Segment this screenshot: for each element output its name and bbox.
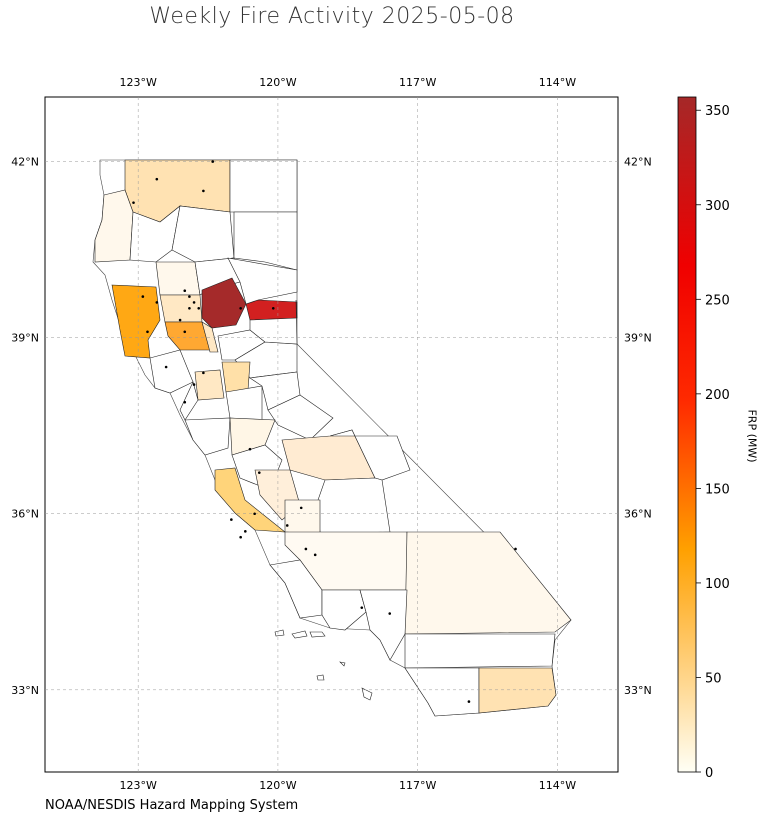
fire-detection-point (388, 612, 392, 615)
fire-detection-point (141, 295, 145, 298)
fire-detection-point (183, 400, 187, 404)
lat-tick-label: 39°N (624, 332, 652, 345)
colorbar-tick-label: 0 (705, 766, 713, 781)
fire-detection-point (183, 330, 187, 334)
fire-detection-point (299, 506, 303, 510)
colorbar-tick-label: 50 (705, 671, 722, 686)
lon-tick-label: 117°W (399, 76, 436, 89)
fire-detection-point (304, 547, 308, 551)
channel-islands (274, 629, 373, 701)
fire-detection-point (514, 547, 517, 551)
colorbar-tick-label: 150 (705, 482, 730, 497)
fire-detection-point (146, 330, 149, 334)
colorbar-tick-label: 200 (705, 388, 730, 403)
colorbar-tick-label: 100 (705, 577, 730, 592)
lon-tick-label: 120°W (259, 779, 296, 792)
lon-tick-label: 120°W (259, 76, 296, 89)
fire-detection-point (253, 512, 256, 516)
lon-tick-label: 123°W (119, 779, 156, 792)
fire-detection-point (239, 307, 242, 310)
fire-detection-point (202, 189, 205, 193)
lat-tick-label: 42°N (11, 156, 39, 169)
gridlines (45, 97, 618, 772)
lat-tick-label: 36°N (624, 508, 652, 521)
colorbar-tick-label: 250 (705, 293, 730, 308)
fire-detection-point (230, 518, 233, 521)
fire-detection-point (271, 307, 275, 310)
fire-detection-point (192, 383, 196, 386)
colorbar-gradient (677, 96, 697, 773)
fire-detection-point (313, 553, 317, 557)
county-boundaries (94, 159, 572, 717)
lat-tick-label: 33°N (11, 684, 39, 697)
fire-detection-point (132, 201, 135, 204)
lon-tick-label: 114°W (539, 76, 576, 89)
fire-detection-point (188, 307, 191, 310)
fire-detection-point (467, 700, 471, 703)
fire-detection-point (239, 535, 242, 539)
fire-detection-point (188, 295, 191, 298)
lon-tick-label: 114°W (539, 779, 576, 792)
lat-tick-label: 42°N (624, 156, 652, 169)
fire-detection-point (192, 301, 196, 304)
lat-tick-label: 39°N (11, 332, 39, 345)
fire-detection-point (285, 524, 289, 527)
fire-detection-point (257, 471, 261, 474)
colorbar-tick-label: 300 (705, 199, 730, 214)
source-credit: NOAA/NESDIS Hazard Mapping System (45, 798, 299, 813)
colorbar: 0 50 100 150 200 250 300 350 (677, 96, 730, 781)
fire-detection-point (197, 307, 201, 310)
lon-tick-label: 117°W (399, 779, 436, 792)
lat-tick-label: 36°N (11, 508, 39, 521)
fire-detection-point (360, 606, 364, 609)
lon-tick-label: 123°W (119, 76, 156, 89)
fire-detection-point (211, 160, 215, 163)
fire-detection-point (155, 177, 159, 181)
fire-detection-point (183, 289, 187, 292)
fire-detection-point (178, 318, 182, 322)
lat-tick-label: 33°N (624, 684, 652, 697)
fire-detections (132, 160, 517, 703)
colorbar-label: FRP (MW) (745, 409, 759, 463)
fire-detection-point (248, 447, 252, 451)
fire-detection-point (164, 365, 168, 369)
chart-title: Weekly Fire Activity 2025-05-08 (149, 4, 515, 29)
colorbar-tick-label: 350 (705, 104, 730, 119)
fire-detection-point (202, 371, 205, 375)
fire-detection-point (155, 301, 159, 304)
fire-detection-point (244, 530, 247, 533)
